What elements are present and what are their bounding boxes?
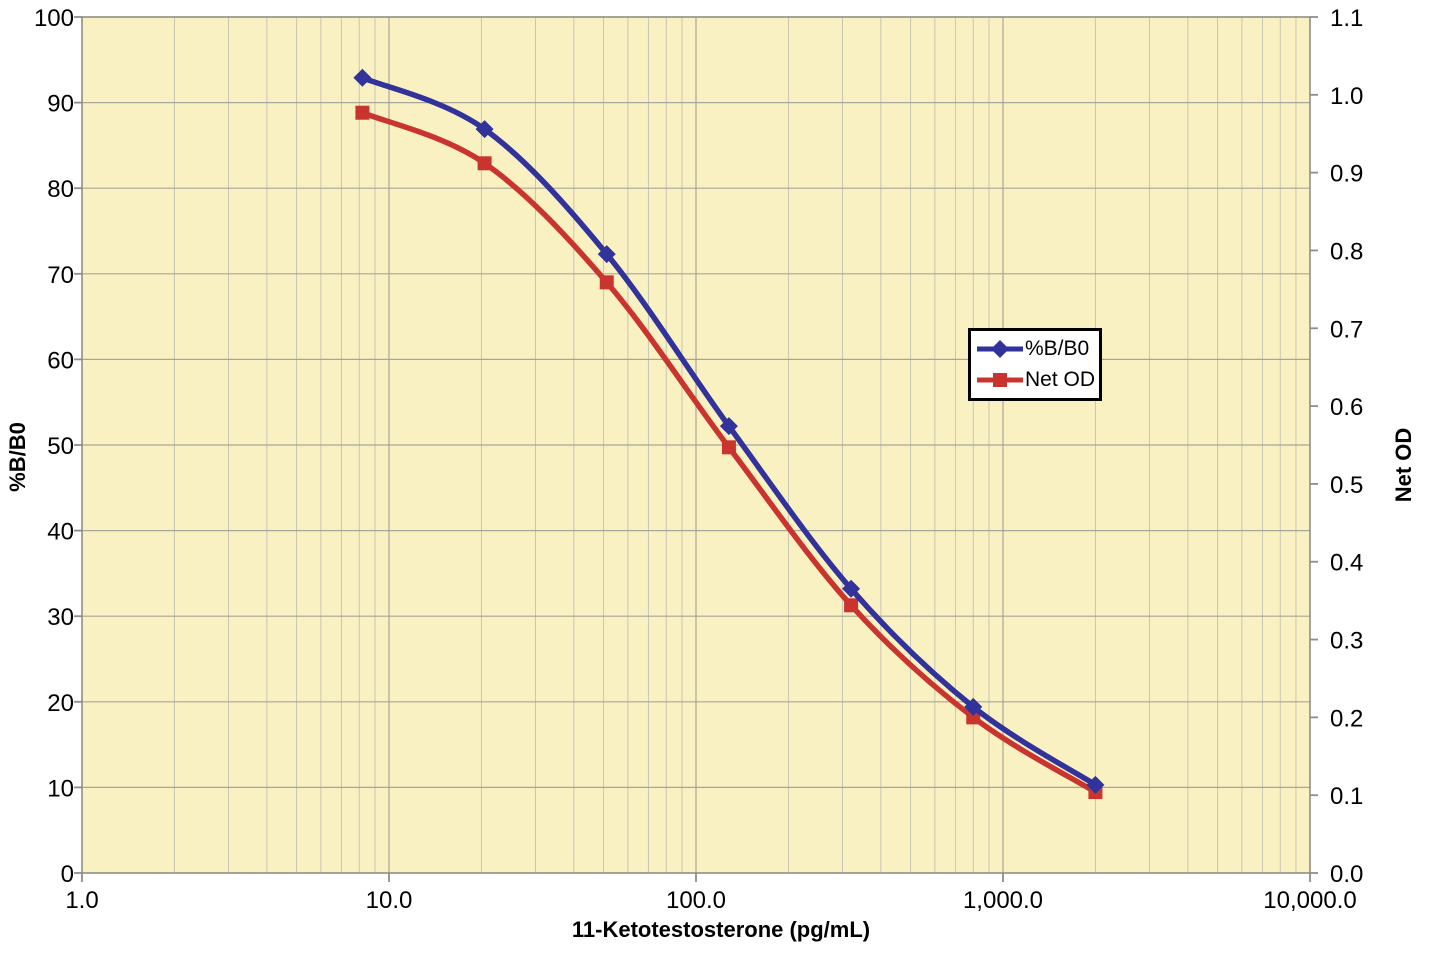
y-left-tick-label: 0 xyxy=(61,861,74,888)
data-point-marker xyxy=(355,105,370,120)
y-left-tick-label: 60 xyxy=(47,347,74,374)
x-tick-label: 1.0 xyxy=(65,887,98,914)
y-left-tick-label: 20 xyxy=(47,690,74,717)
y-right-tick-label: 0.6 xyxy=(1330,394,1363,421)
y-right-tick-label: 0.0 xyxy=(1330,861,1363,888)
y-right-tick-label: 0.9 xyxy=(1330,161,1363,188)
y-left-tick-label: 40 xyxy=(47,519,74,546)
y-left-tick-label: 50 xyxy=(47,433,74,460)
horizontal-gridlines xyxy=(82,101,1310,789)
data-point-marker xyxy=(1086,775,1105,794)
data-point-marker xyxy=(966,710,981,725)
y-right-tick-label: 0.3 xyxy=(1330,628,1363,655)
data-point-marker xyxy=(842,579,861,598)
data-point-marker xyxy=(844,598,859,613)
data-point-marker xyxy=(964,697,983,716)
data-point-marker xyxy=(353,68,372,87)
y-right-tick-label: 1.1 xyxy=(1330,5,1363,32)
data-point-marker xyxy=(599,275,614,290)
y-left-tick-label: 90 xyxy=(47,91,74,118)
y-right-tick-label: 0.7 xyxy=(1330,316,1363,343)
x-axis-title: 11-Ketotestosterone (pg/mL) xyxy=(571,917,871,942)
data-point-marker xyxy=(993,372,1007,387)
data-point-marker xyxy=(477,156,492,171)
data-point-marker xyxy=(719,417,738,436)
legend-label-bb0: %B/B0 xyxy=(1025,337,1090,361)
x-tick-labels: 1.0 10.0 100.0 1,000.0 10,000.0 xyxy=(65,887,1356,914)
legend-entry-netod: Net OD xyxy=(971,368,1099,392)
y-right-tick-label: 0.2 xyxy=(1330,705,1363,732)
data-point-marker xyxy=(721,440,736,455)
legend-entry-bb0: %B/B0 xyxy=(971,337,1099,361)
x-tick-label: 10,000.0 xyxy=(1263,887,1356,914)
x-tick-label: 10.0 xyxy=(366,887,413,914)
legend-square-marker-icon xyxy=(977,372,1023,387)
legend: %B/B0 Net OD xyxy=(968,328,1102,401)
y-right-tick-label: 0.5 xyxy=(1330,472,1363,499)
series-bb0 xyxy=(353,68,1105,794)
y-right-axis-title: Net OD xyxy=(1391,427,1416,503)
data-point-marker xyxy=(475,120,494,139)
axis-ticks xyxy=(74,16,1318,882)
y-right-tick-label: 0.4 xyxy=(1330,550,1363,577)
y-left-tick-label: 80 xyxy=(47,176,74,203)
y-left-tick-label: 10 xyxy=(47,775,74,802)
data-point-marker xyxy=(597,245,616,264)
y-right-tick-label: 0.8 xyxy=(1330,238,1363,265)
x-tick-label: 1,000.0 xyxy=(963,887,1043,914)
data-point-marker xyxy=(991,340,1009,359)
y-right-tick-label: 0.1 xyxy=(1330,783,1363,810)
y-left-tick-label: 30 xyxy=(47,604,74,631)
y-left-tick-label: 100 xyxy=(34,5,74,32)
y-left-tick-label: 70 xyxy=(47,262,74,289)
y-right-tick-labels: 0.0 0.1 0.2 0.3 0.4 0.5 0.6 0.7 0.8 0.9 1.0 1.1 xyxy=(1330,5,1363,888)
y-left-tick-labels: 0 10 20 30 40 50 60 70 80 90 100 xyxy=(34,5,74,888)
y-right-tick-label: 1.0 xyxy=(1330,83,1363,110)
y-left-axis-title: %B/B0 xyxy=(5,422,30,492)
x-tick-label: 100.0 xyxy=(666,887,726,914)
legend-label-netod: Net OD xyxy=(1025,367,1096,391)
legend-diamond-marker-icon xyxy=(977,340,1023,359)
